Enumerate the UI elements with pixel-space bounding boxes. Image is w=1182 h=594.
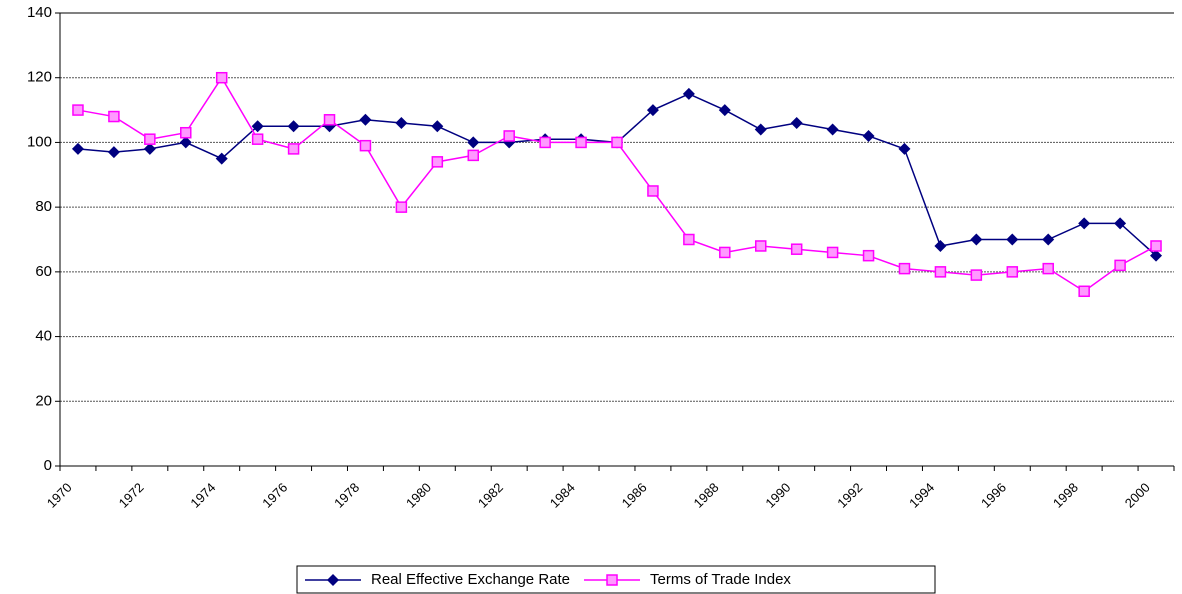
point [395,117,408,130]
point [395,201,408,213]
legend-marker [327,574,339,586]
point [754,240,767,252]
x-tick-label: 1986 [619,480,650,511]
point [719,246,731,259]
x-tick-label: 1970 [44,480,75,511]
point [431,120,444,133]
point [287,120,300,133]
x-tick-label: 1980 [403,480,434,511]
point [1114,217,1127,230]
point [71,142,84,155]
x-tick-label: 1976 [259,480,290,511]
legend-label: Terms of Trade Index [650,571,791,588]
x-tick-label: 1990 [762,480,793,511]
point [862,249,875,262]
point [323,114,336,126]
point [718,104,731,117]
x-tick-label: 1998 [1050,480,1081,511]
y-tick-label: 80 [35,198,52,215]
point [108,110,120,123]
point [503,130,515,142]
point [1114,259,1126,272]
point [179,136,192,149]
point [144,133,156,145]
point [1078,285,1090,298]
series-line [77,93,1157,257]
y-tick-label: 20 [35,392,52,409]
point [107,146,120,159]
point [251,120,264,133]
point [682,87,695,100]
point [215,152,228,165]
point [826,123,839,136]
x-tick-label: 1984 [547,480,578,511]
x-tick-label: 1982 [475,480,506,511]
point [143,142,156,155]
point [934,266,947,278]
x-tick-label: 1992 [834,480,865,511]
point [72,104,84,116]
point [611,136,623,149]
y-tick-label: 40 [35,328,52,345]
point [1078,217,1091,230]
point [1006,233,1019,246]
x-tick-label: 1996 [978,480,1009,511]
point [1042,262,1054,275]
x-tick-label: 1978 [331,480,362,511]
point [359,139,372,152]
legend: Real Effective Exchange Rate Terms of Tra… [296,565,936,594]
x-tick-label: 1972 [116,480,147,511]
point [1150,249,1163,262]
point [359,113,372,126]
point [826,246,839,259]
y-tick-label: 60 [35,263,52,280]
legend-label: Real Effective Exchange Rate [371,571,570,588]
point [647,185,659,197]
x-tick-label: 1988 [691,480,722,511]
point [467,149,480,162]
point [539,136,551,149]
x-tick-label: 2000 [1122,480,1153,511]
point [1042,233,1055,246]
x-tick-label: 1994 [906,480,937,511]
point [1006,266,1019,278]
y-tick-label: 140 [27,4,52,21]
y-tick-label: 120 [27,69,52,86]
point [754,123,767,136]
point [862,129,875,142]
point [251,133,264,145]
point [287,143,300,155]
point [1150,240,1162,252]
point [934,239,947,252]
x-tick-label: 1974 [187,480,218,511]
series-line [77,76,1157,293]
point [790,117,803,130]
legend-marker [606,574,618,586]
point [646,104,659,117]
point [970,269,983,281]
point [970,233,983,246]
point [215,71,228,84]
point [180,126,192,139]
point [575,136,587,149]
point [467,136,480,149]
y-tick-label: 0 [44,457,52,474]
point [790,243,803,255]
point [431,156,444,168]
point [898,142,911,155]
y-tick-label: 100 [27,133,52,150]
point [683,233,695,246]
point [898,262,911,275]
